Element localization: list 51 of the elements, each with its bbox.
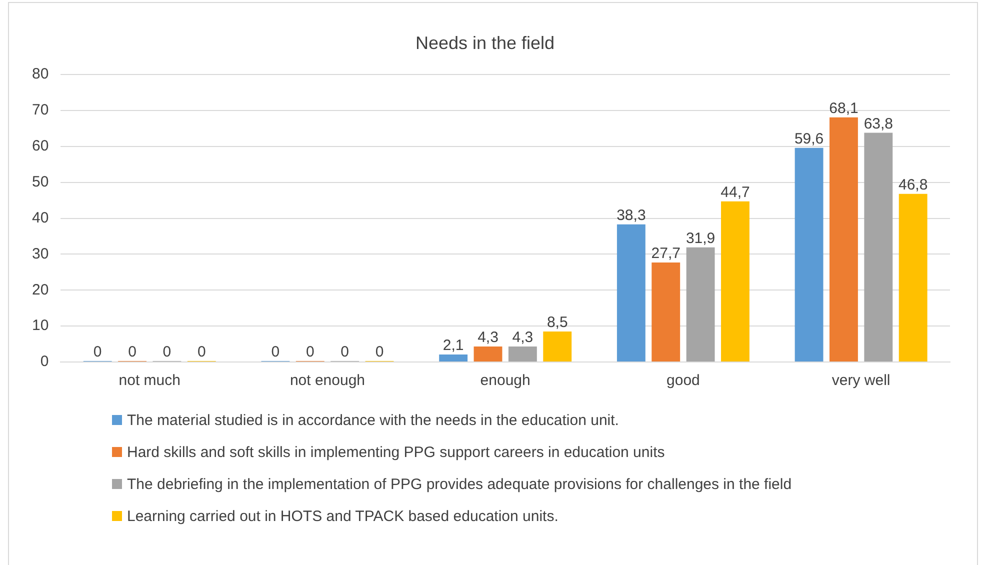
- bar: [864, 132, 893, 362]
- data-label: 0: [93, 344, 102, 361]
- data-label: 4,3: [478, 329, 498, 346]
- data-label: 0: [128, 344, 136, 361]
- data-label: 0: [162, 344, 172, 361]
- bar: [543, 331, 572, 362]
- data-label: 68,1: [829, 100, 858, 117]
- data-label: 4,3: [512, 329, 534, 346]
- data-label: 0: [271, 344, 280, 361]
- data-label: 8,5: [546, 314, 568, 332]
- y-tick-label: 30: [32, 245, 49, 262]
- bar: [652, 262, 680, 362]
- y-tick-label: 60: [32, 138, 49, 155]
- legend-label: Hard skills and soft skills in implementing PPG support careers in education units: [127, 444, 665, 460]
- legend-label: The material studied is in accordance with the needs in the education unit.: [127, 412, 619, 428]
- y-tick-label: 50: [32, 174, 49, 191]
- legend-label: Learning carried out in HOTS and TPACK based education units.: [127, 508, 558, 524]
- data-label: 0: [340, 344, 349, 361]
- y-tick-label: 80: [32, 66, 49, 83]
- data-label: 46,8: [898, 176, 928, 194]
- bar: [721, 201, 750, 362]
- chart-title: Needs in the field: [415, 32, 555, 53]
- bar: [794, 148, 824, 362]
- bar: [508, 346, 537, 362]
- y-tick-label: 20: [32, 281, 49, 298]
- x-tick-label: enough: [480, 372, 530, 390]
- data-label: 0: [375, 344, 384, 361]
- bar: [898, 194, 928, 362]
- data-label: 63,8: [864, 115, 894, 132]
- bar: [686, 247, 715, 362]
- data-label: 38,3: [616, 207, 646, 224]
- x-tick-label: good: [666, 372, 700, 390]
- data-label: 0: [197, 344, 206, 361]
- data-label: 2,1: [442, 337, 464, 354]
- data-label: 0: [306, 344, 314, 361]
- y-tick-label: 40: [32, 209, 49, 226]
- x-tick-label: very well: [832, 372, 890, 390]
- bar: [830, 117, 858, 362]
- x-tick-label: not much: [118, 372, 180, 390]
- bar: [439, 354, 468, 362]
- bar: [616, 224, 646, 362]
- y-tick-label: 10: [32, 317, 49, 334]
- legend-label: The debriefing in the implementation of PPG provides adequate provisions for challenges in the field: [127, 476, 792, 492]
- data-label: 59,6: [794, 130, 824, 148]
- bar: [474, 346, 502, 362]
- y-tick-label: 0: [40, 353, 49, 370]
- data-label: 44,7: [720, 184, 750, 202]
- y-tick-label: 70: [32, 102, 49, 119]
- x-tick-label: not enough: [290, 372, 366, 390]
- data-label: 31,9: [686, 230, 716, 248]
- data-label: 27,7: [651, 245, 680, 262]
